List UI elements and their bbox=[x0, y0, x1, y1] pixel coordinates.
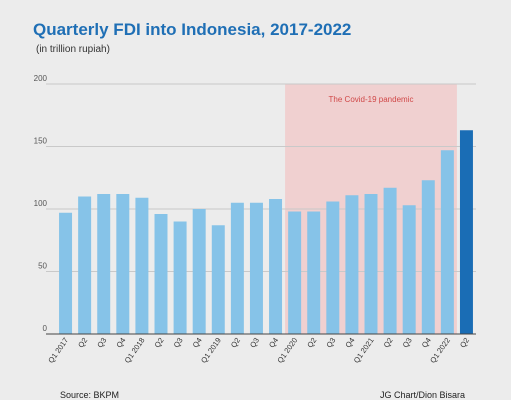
bar bbox=[173, 221, 187, 334]
bar bbox=[97, 194, 111, 334]
x-tick-label: Q1 2017 bbox=[46, 336, 70, 365]
x-tick-label: Q2 bbox=[305, 336, 318, 349]
x-tick-label: Q4 bbox=[343, 336, 356, 349]
chart-credit: JG Chart/Dion Bisara bbox=[379, 390, 465, 400]
x-tick-label: Q2 bbox=[153, 336, 166, 349]
source-note: Source: BKPM bbox=[60, 390, 120, 400]
x-tick-label: Q2 bbox=[229, 336, 242, 349]
y-tick-label: 200 bbox=[34, 74, 48, 83]
x-tick-label: Q4 bbox=[114, 336, 127, 349]
bar bbox=[402, 205, 416, 334]
chart-subtitle: (in trillion rupiah) bbox=[36, 44, 110, 55]
bar bbox=[249, 202, 263, 334]
bar bbox=[230, 202, 244, 334]
x-tick-label: Q3 bbox=[248, 336, 261, 349]
x-tick-label: Q1 2020 bbox=[275, 336, 299, 365]
bar bbox=[211, 225, 225, 334]
y-tick-label: 0 bbox=[43, 324, 48, 333]
bar bbox=[383, 187, 397, 334]
bar bbox=[345, 195, 359, 334]
bar bbox=[440, 150, 454, 334]
bar bbox=[192, 209, 206, 334]
bar bbox=[288, 211, 302, 334]
bar bbox=[135, 197, 149, 334]
y-tick-label: 100 bbox=[34, 199, 48, 208]
bar bbox=[116, 194, 130, 334]
pandemic-annotation-label: The Covid-19 pandemic bbox=[329, 95, 414, 104]
x-tick-label: Q4 bbox=[191, 336, 204, 349]
bar bbox=[269, 199, 283, 334]
bar bbox=[59, 212, 73, 334]
bar bbox=[421, 180, 435, 334]
chart-title: Quarterly FDI into Indonesia, 2017-2022 bbox=[33, 20, 352, 39]
x-tick-label: Q4 bbox=[267, 336, 280, 349]
x-tick-label: Q2 bbox=[382, 336, 395, 349]
bar bbox=[326, 201, 340, 334]
x-tick-label: Q3 bbox=[95, 336, 108, 349]
bar bbox=[154, 214, 168, 334]
y-tick-label: 50 bbox=[38, 262, 47, 271]
bar bbox=[364, 194, 378, 334]
x-tick-label: Q3 bbox=[172, 336, 185, 349]
bar bbox=[459, 130, 473, 334]
y-tick-label: 150 bbox=[34, 137, 48, 146]
bar bbox=[78, 196, 92, 334]
bar bbox=[307, 211, 321, 334]
x-tick-label: Q3 bbox=[401, 336, 414, 349]
x-tick-label: Q3 bbox=[324, 336, 337, 349]
x-tick-label: Q2 bbox=[76, 336, 89, 349]
x-tick-label: Q4 bbox=[420, 336, 433, 349]
x-tick-label: Q2 bbox=[458, 336, 471, 349]
